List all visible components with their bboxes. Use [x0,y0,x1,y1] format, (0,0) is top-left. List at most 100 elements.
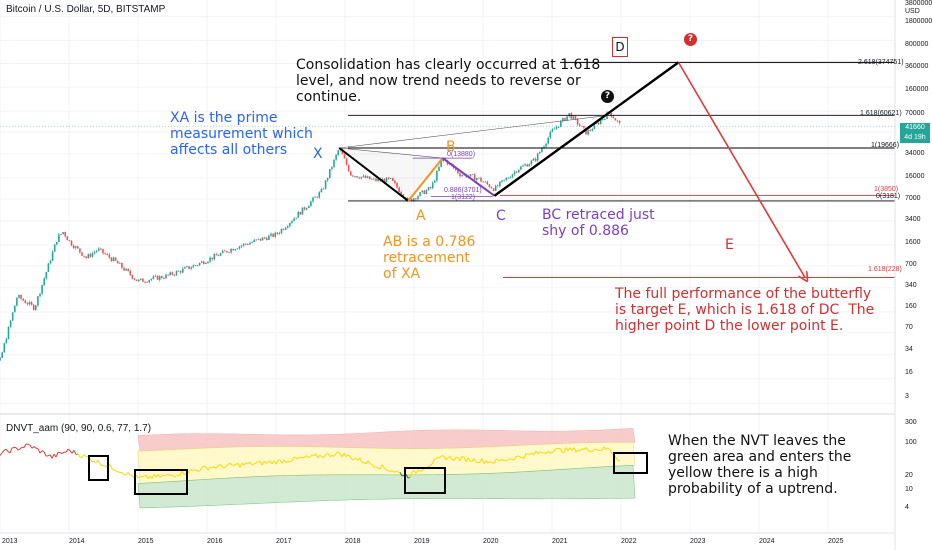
nvt-segment [593,448,597,451]
candle-body [32,304,35,310]
candle-body [127,268,129,272]
nvt-segment [97,459,101,465]
candle-body [461,175,463,177]
candle-body [383,179,386,183]
nvt-segment [77,453,81,458]
nvt-segment [145,474,149,479]
candle-body [213,254,216,260]
nvt-segment [255,461,259,464]
time-tick: 2013 [2,538,18,545]
candle-body [215,254,218,256]
candle-body [184,267,186,269]
nvt-segment [567,447,571,452]
nvt-segment [485,460,489,464]
nvt-segment [615,457,619,461]
candle-body [392,177,394,181]
candle-body [440,161,442,167]
candle-body [293,218,295,222]
candle-body [200,261,203,263]
nvt-segment [163,474,167,477]
candle-body [106,254,108,255]
nvt-segment [585,447,589,451]
nvt-segment [81,454,85,458]
nvt-bands [137,428,636,509]
candle-body [476,178,478,180]
nvt-segment [421,468,425,472]
candle-body [35,305,37,310]
candle-body [371,178,373,180]
candle-body [551,129,554,132]
candle-body [224,250,226,252]
nvt-segment [229,462,233,466]
candle-body [14,305,16,313]
candle-body [110,257,113,262]
nvt-segment [207,467,211,471]
candle-body [373,178,375,180]
time-tick: 2018 [345,538,361,545]
candle-body [333,159,335,168]
candle-body [194,265,197,267]
candle-body [318,192,321,198]
candle-body [494,185,497,191]
candle-body [555,126,558,129]
time-tick: 2017 [276,538,292,545]
annotation-consolidation: Consolidation has clearly occurred at 1.… [296,57,601,105]
candle-body [240,245,243,247]
nvt-segment [205,466,209,471]
candle-body [70,240,73,246]
candle-body [62,232,64,235]
candle-body [534,158,537,161]
candle-body [276,232,279,234]
candle-body [612,116,615,119]
nvt-segment [69,450,73,454]
nvt-segment [59,452,63,455]
candle-body [95,250,98,252]
candle-body [511,174,514,178]
candle-body [255,239,258,241]
nvt-segment [347,454,351,457]
fib-label: 1.618(228) [868,266,902,273]
nvt-segment [217,463,221,467]
candle-body [150,278,153,281]
highlight-box [134,469,188,495]
chart-title: Bitcoin / U.S. Dollar, 5D, BITSTAMP [6,4,166,15]
nvt-segment [461,456,465,458]
nvt-segment [141,475,145,478]
candle-body [11,312,14,321]
candle-body [413,198,415,201]
price-tick: 34 [905,346,913,353]
candle-body [58,234,60,242]
nvt-segment [93,461,97,464]
nvt-segment [311,454,315,457]
nvt-segment [587,449,591,453]
nvt-segment [331,454,335,457]
candle-body [173,274,176,276]
nvt-segment [9,447,13,454]
nvt-segment [151,474,155,479]
nvt-line [0,443,621,480]
nvt-segment [523,453,527,459]
nvt-segment [473,458,477,463]
candle-body [272,233,274,237]
price-tick: 360000 [905,63,929,70]
candle-body [547,137,549,144]
candle-body [198,262,201,266]
candle-body [356,176,358,178]
nvt-segment [227,462,231,465]
candle-body [186,266,188,268]
candle-body [278,233,281,234]
point-a-label: A [416,208,426,224]
candle-body [490,187,493,189]
nvt-segment [481,458,485,464]
nvt-segment [573,447,577,453]
candle-body [228,252,230,254]
nvt-segment [271,460,275,465]
nvt-segment [289,460,293,463]
time-tick: 2016 [207,538,223,545]
candle-body [182,268,184,273]
candle-body [610,112,612,117]
candle-body [345,158,348,165]
candle-body [146,281,148,283]
nvt-segment [413,470,417,474]
candle-body [557,126,560,128]
